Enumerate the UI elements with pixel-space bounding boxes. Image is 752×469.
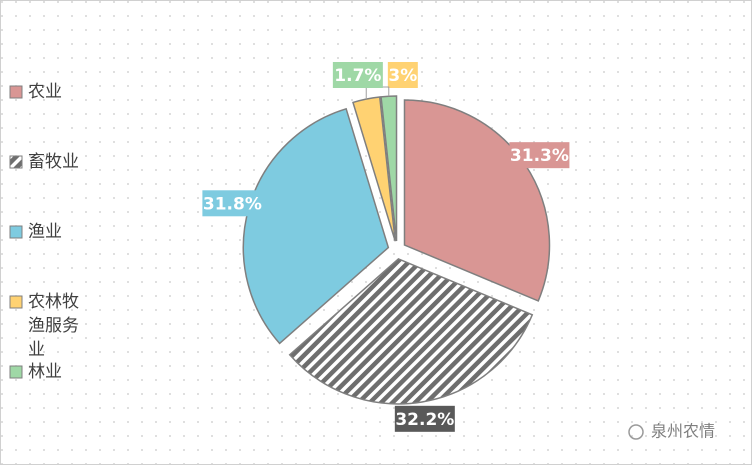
value-label: 1.7% [334, 66, 381, 86]
value-label-box [509, 142, 570, 169]
value-label: 31.8% [203, 194, 262, 214]
legend-label: 林业 [28, 362, 62, 382]
legend-label: 渔业 [28, 222, 62, 242]
legend-label: 农业 [28, 82, 62, 102]
legend-label: 畜牧业 [28, 152, 79, 172]
watermark: 泉州农情 [628, 422, 715, 441]
value-label: 31.3% [510, 146, 569, 166]
legend-swatch [9, 155, 23, 169]
legend-label: 农林牧渔服务业 [28, 292, 79, 360]
legend-swatch [9, 85, 23, 99]
watermark-text: 泉州农情 [651, 422, 715, 441]
legend-swatch [9, 225, 23, 239]
legend-swatch [9, 295, 23, 309]
value-label-box [387, 62, 418, 88]
value-label: 3% [388, 66, 417, 86]
pie-slice [288, 258, 534, 405]
value-label-box [202, 190, 263, 217]
legend-swatch [9, 365, 23, 379]
value-label-box [332, 62, 383, 88]
value-label-box [394, 405, 455, 432]
value-label: 32.2% [395, 410, 454, 430]
